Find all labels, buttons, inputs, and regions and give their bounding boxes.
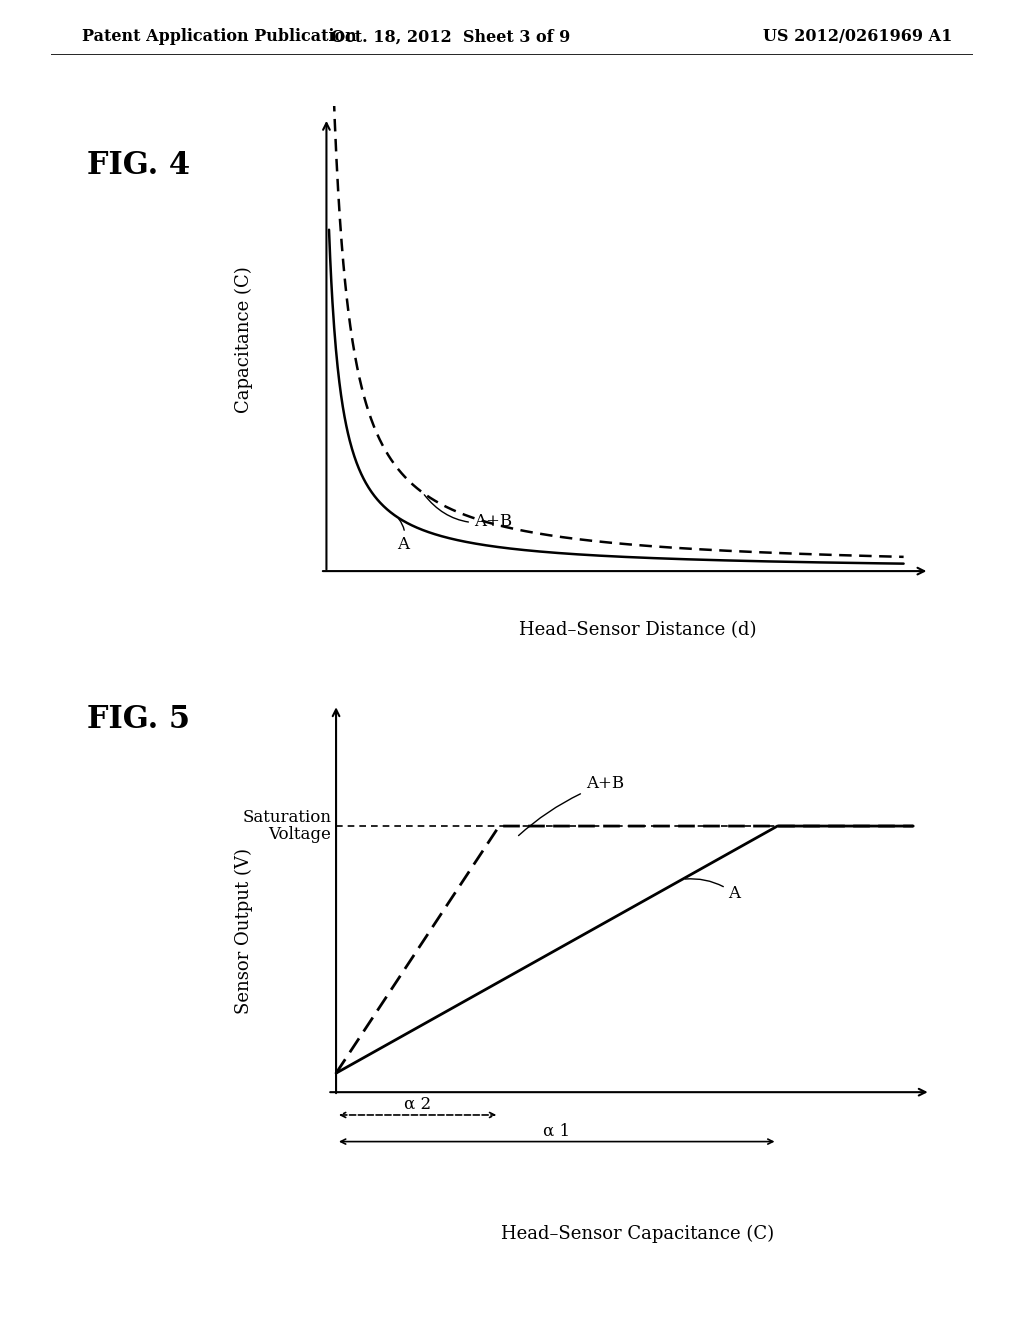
Text: A+B: A+B	[518, 775, 624, 836]
Text: Head–Sensor Capacitance (C): Head–Sensor Capacitance (C)	[501, 1225, 774, 1243]
Text: Sensor Output (V): Sensor Output (V)	[234, 847, 253, 1014]
Text: Head–Sensor Distance (d): Head–Sensor Distance (d)	[518, 622, 756, 639]
Text: A: A	[397, 519, 409, 553]
Text: A: A	[685, 879, 740, 903]
Text: Patent Application Publication: Patent Application Publication	[82, 29, 356, 45]
Text: Capacitance (C): Capacitance (C)	[234, 267, 253, 413]
Text: Oct. 18, 2012  Sheet 3 of 9: Oct. 18, 2012 Sheet 3 of 9	[331, 29, 570, 45]
Text: A+B: A+B	[424, 495, 512, 531]
Text: Voltage: Voltage	[268, 826, 332, 843]
Text: α 2: α 2	[404, 1096, 431, 1113]
Text: FIG. 4: FIG. 4	[87, 149, 190, 181]
Text: Saturation: Saturation	[243, 809, 332, 826]
Text: α 1: α 1	[543, 1123, 570, 1139]
Text: US 2012/0261969 A1: US 2012/0261969 A1	[763, 29, 952, 45]
Text: FIG. 5: FIG. 5	[87, 704, 190, 735]
